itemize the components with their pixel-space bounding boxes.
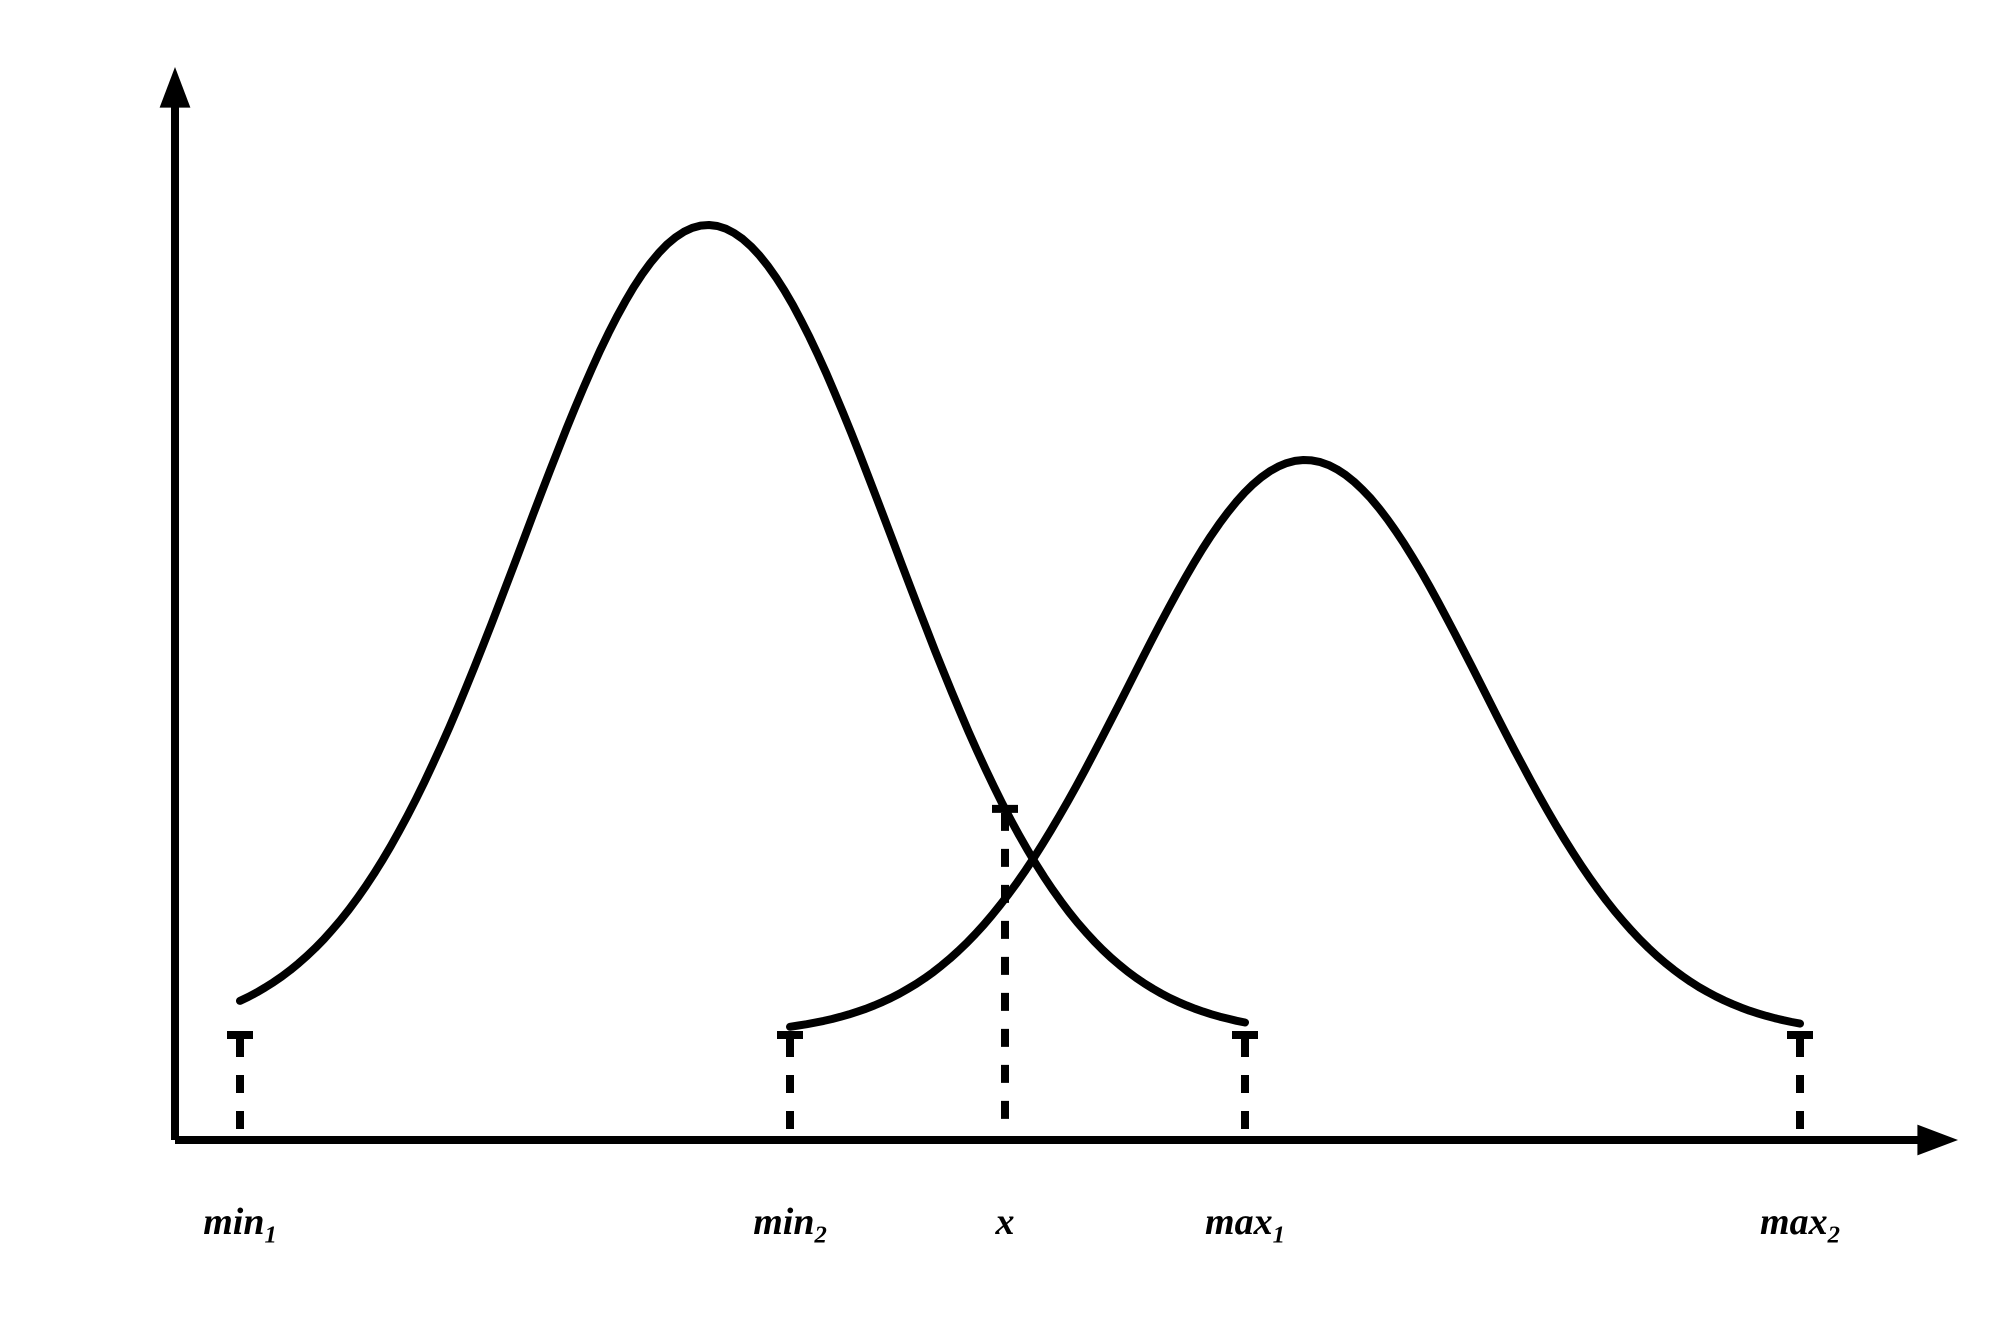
xlabel-min2: min2 — [753, 1200, 827, 1250]
xlabel-x: x — [996, 1200, 1015, 1250]
xlabel-min2-text: min — [753, 1201, 814, 1243]
chart-svg — [0, 0, 1997, 1335]
xlabel-min1-text: min — [203, 1201, 264, 1243]
xlabel-max1-sub: 1 — [1273, 1222, 1285, 1249]
xlabel-min1-sub: 1 — [264, 1222, 276, 1249]
xlabel-x-text: x — [996, 1201, 1015, 1243]
xlabel-max2: max2 — [1760, 1200, 1840, 1250]
xlabel-max2-text: max — [1760, 1201, 1828, 1243]
chart-container: min1 min2 x max1 max2 — [0, 0, 1997, 1335]
xlabel-max2-sub: 2 — [1828, 1222, 1840, 1249]
xlabel-min1: min1 — [203, 1200, 277, 1250]
xlabel-min2-sub: 2 — [814, 1222, 826, 1249]
xlabel-max1-text: max — [1205, 1201, 1273, 1243]
curve-2 — [790, 460, 1800, 1027]
curve-1 — [240, 225, 1245, 1023]
xlabel-max1: max1 — [1205, 1200, 1285, 1250]
